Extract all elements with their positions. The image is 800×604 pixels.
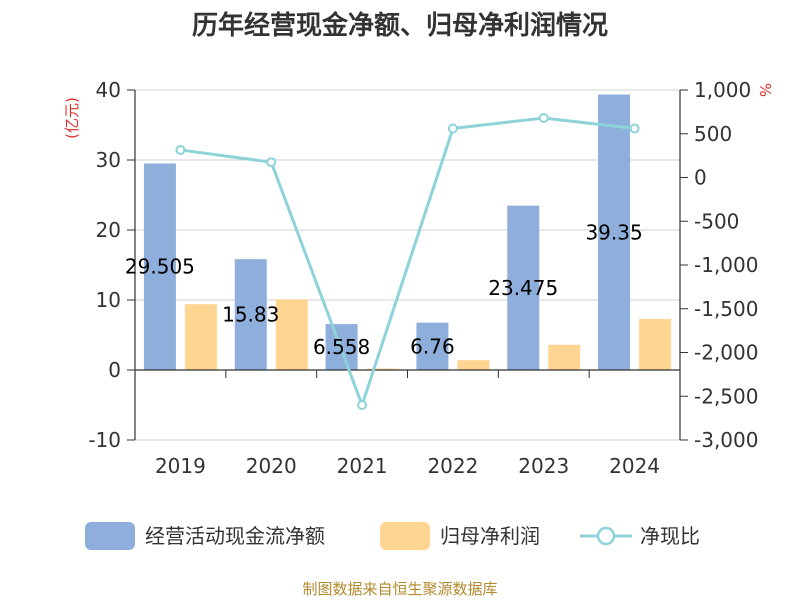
x-tick-label: 2021 [337,454,388,478]
bar-value-label: 6.558 [313,335,370,359]
net-profit-bar [457,360,490,370]
cash-flow-bar [507,205,540,370]
left-tick-label: 0 [108,358,121,382]
cash-flow-bar [234,259,267,370]
legend-cash-flow-swatch [85,522,135,550]
legend-net-profit-label: 归母净利润 [440,524,540,548]
right-axis-unit: % [756,83,774,97]
bar-labels: 29.505 15.83 6.558 6.76 23.475 39.35 [125,220,643,359]
cash-flow-bar [143,163,176,370]
bar-value-label: 39.35 [585,220,642,244]
ratio-point [629,123,640,134]
bar-value-label: 29.505 [125,255,195,279]
ratio-point [447,123,458,134]
net-profit-bar [548,344,581,370]
left-axis-unit: (亿元) [63,97,81,139]
net-profit-bar [184,304,217,370]
x-tick-label: 2023 [518,454,569,478]
chart-title: 历年经营现金净额、归母净利润情况 [192,10,608,41]
bars [143,94,672,371]
right-tick-label: -1,500 [694,297,758,321]
bar-value-label: 6.76 [410,334,455,358]
right-tick-label: 1,000 [694,78,751,102]
left-tick-label: 20 [96,218,121,242]
net-profit-bar [275,299,308,370]
legend-ratio-label: 净现比 [640,524,700,548]
bar-value-label: 15.83 [222,303,279,327]
right-tick-label: 500 [694,122,732,146]
x-tick-label: 2019 [155,454,206,478]
right-tick-label: -2,500 [694,384,758,408]
ratio-line [175,113,640,410]
bar-value-label: 23.475 [488,276,558,300]
ratio-point [175,144,186,155]
right-tick-label: 0 [694,166,707,190]
right-tick-label: -3,000 [694,428,758,452]
net-profit-bar [366,368,399,370]
ratio-point [266,157,277,168]
axes: 40 30 20 10 0 -10 1,000 500 0 -500 -1,000 -1,500 -2,… [88,78,758,478]
ratio-point [538,113,549,123]
ratio-line-path [180,116,635,410]
x-tick-label: 2024 [609,454,660,478]
legend-net-profit-swatch [380,522,430,550]
cash-flow-bar [598,94,631,371]
legend: 经营活动现金流净额 归母净利润 净现比 [85,522,700,550]
left-tick-label: 10 [96,288,121,312]
legend-ratio-marker [596,526,616,546]
ratio-point [357,400,368,410]
left-tick-label: 40 [96,78,121,102]
left-tick-label: -10 [88,428,121,452]
left-tick-label: 30 [96,148,121,172]
right-tick-label: -2,000 [694,341,758,365]
legend-cash-flow-label: 经营活动现金流净额 [145,524,325,548]
x-tick-label: 2020 [246,454,297,478]
right-tick-label: -1,000 [694,253,758,277]
cash-flow-bar [416,322,449,370]
source-note: 制图数据来自恒生聚源数据库 [302,580,497,598]
net-profit-bar [639,318,672,370]
x-tick-label: 2022 [427,454,478,478]
right-tick-label: -500 [694,209,739,233]
